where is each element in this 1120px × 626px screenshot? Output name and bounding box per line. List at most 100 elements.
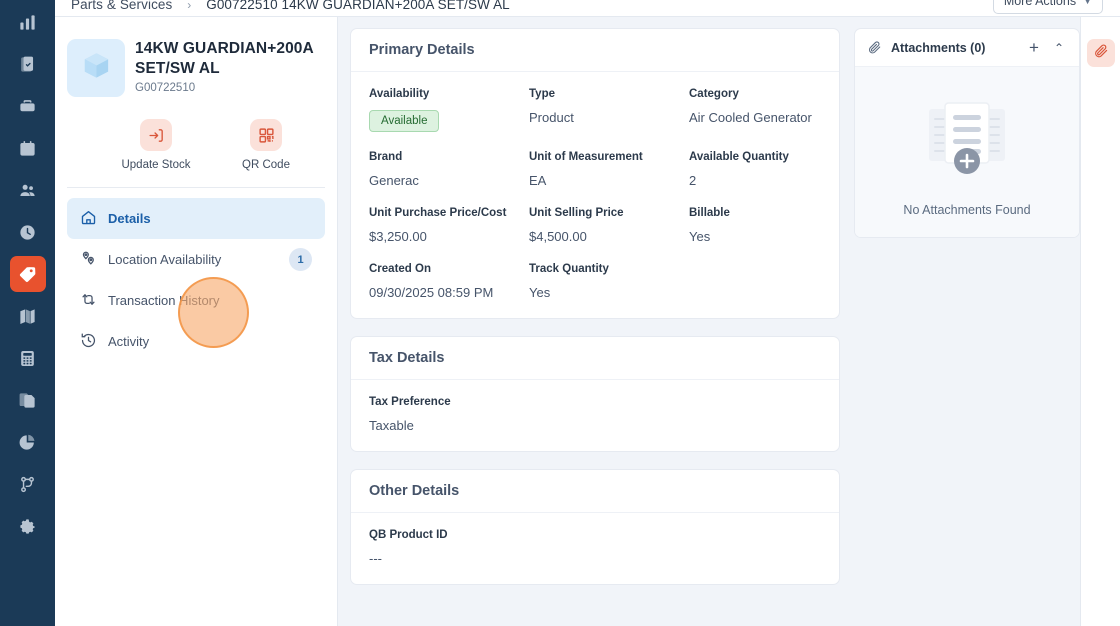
- field-unit-of-measurement: Unit of Measurement EA: [529, 151, 689, 188]
- field-value: Air Cooled Generator: [689, 110, 812, 125]
- history-clock-icon: [80, 332, 97, 352]
- more-actions-button[interactable]: More Actions ▼: [992, 0, 1103, 14]
- field-unit-selling-price: Unit Selling Price $4,500.00: [529, 207, 689, 244]
- rail-item-estimates[interactable]: [10, 340, 46, 376]
- map-icon: [18, 307, 37, 326]
- field-label: QB Product ID: [369, 529, 448, 541]
- attachments-empty-state: No Attachments Found: [855, 67, 1079, 237]
- calendar-icon: [18, 139, 37, 158]
- attachments-title: Attachments (0): [891, 40, 986, 55]
- rail-item-timesheets[interactable]: [10, 214, 46, 250]
- field-row: Availability Available Type Product Cate…: [369, 88, 821, 132]
- gear-icon: [18, 517, 37, 536]
- update-stock-button[interactable]: Update Stock: [121, 119, 191, 171]
- attachments-column: Attachments (0) + ⌃: [854, 17, 1080, 626]
- app-shell: Parts & Services › G00722510 14KW GUARDI…: [55, 0, 1120, 626]
- field-label: Type: [529, 88, 555, 100]
- bar-chart-icon: [18, 13, 37, 32]
- product-sku: G00722510: [135, 82, 196, 94]
- sidebar-item-details[interactable]: Details: [67, 198, 325, 239]
- field-track-quantity: Track Quantity Yes: [529, 263, 689, 300]
- rail-item-jobs[interactable]: [10, 88, 46, 124]
- field-value: 2: [689, 173, 697, 188]
- field-value: Yes: [689, 229, 711, 244]
- rail-item-map[interactable]: [10, 298, 46, 334]
- field-label: Tax Preference: [369, 396, 451, 408]
- sidebar-item-activity-label: Activity: [108, 334, 150, 349]
- qr-code-icon: [250, 119, 282, 151]
- field-label: Brand: [369, 151, 403, 163]
- field-created-on: Created On 09/30/2025 08:59 PM: [369, 263, 529, 300]
- field-row: Unit Purchase Price/Cost $3,250.00 Unit …: [369, 207, 821, 244]
- primary-details-title: Primary Details: [351, 29, 839, 72]
- rail-item-schedule[interactable]: [10, 130, 46, 166]
- field-tax-preference: Tax Preference Taxable: [369, 396, 529, 433]
- rail-item-dashboard[interactable]: [10, 4, 46, 40]
- product-title: 14KW GUARDIAN+200A SET/SW AL: [135, 40, 314, 77]
- field-label: Unit of Measurement: [529, 151, 643, 163]
- paperclip-icon: [1093, 43, 1109, 64]
- field-availability: Availability Available: [369, 88, 529, 132]
- rail-item-reports[interactable]: [10, 424, 46, 460]
- sidebar-item-transaction-history[interactable]: Transaction History: [67, 280, 325, 321]
- breadcrumb-current: G00722510 14KW GUARDIAN+200A SET/SW AL: [206, 0, 510, 12]
- sidebar-divider: [67, 187, 325, 188]
- briefcase-icon: [18, 97, 37, 116]
- users-icon: [18, 181, 37, 200]
- attachments-header: Attachments (0) + ⌃: [855, 29, 1079, 67]
- rail-item-settings[interactable]: [10, 508, 46, 544]
- breadcrumb: Parts & Services › G00722510 14KW GUARDI…: [71, 0, 510, 12]
- home-icon: [80, 209, 97, 229]
- exchange-icon: [80, 291, 97, 311]
- location-availability-badge: 1: [289, 248, 312, 271]
- documents-add-icon: [913, 89, 1021, 197]
- breadcrumb-separator-icon: ›: [187, 0, 192, 12]
- detail-cards-column: Primary Details Availability Available T…: [338, 17, 854, 626]
- field-value: Taxable: [369, 418, 414, 433]
- qr-code-button[interactable]: QR Code: [235, 119, 297, 171]
- other-details-title: Other Details: [351, 470, 839, 513]
- pie-chart-icon: [18, 433, 37, 452]
- product-header: 14KW GUARDIAN+200A SET/SW AL G00722510: [67, 17, 325, 97]
- other-details-body: QB Product ID ---: [351, 513, 839, 584]
- calculator-icon: [18, 349, 37, 368]
- more-actions-label: More Actions: [1003, 0, 1077, 8]
- location-pin-icon: [80, 250, 97, 270]
- sidebar-item-activity[interactable]: Activity: [67, 321, 325, 362]
- status-badge: Available: [369, 110, 440, 132]
- top-bar: Parts & Services › G00722510 14KW GUARDI…: [55, 0, 1120, 17]
- breadcrumb-root[interactable]: Parts & Services: [71, 0, 173, 12]
- sidebar-item-location-availability[interactable]: Location Availability 1: [67, 239, 325, 280]
- rail-item-workflows[interactable]: [10, 466, 46, 502]
- field-value: EA: [529, 173, 547, 188]
- tax-details-card: Tax Details Tax Preference Taxable: [350, 336, 840, 452]
- sidebar-item-location-availability-label: Location Availability: [108, 252, 222, 267]
- field-value: $4,500.00: [529, 229, 587, 244]
- field-label: Availability: [369, 88, 430, 100]
- tag-icon: [18, 265, 37, 284]
- field-category: Category Air Cooled Generator: [689, 88, 849, 132]
- other-details-card: Other Details QB Product ID ---: [350, 469, 840, 585]
- cube-icon: [81, 50, 112, 86]
- workflow-icon: [18, 475, 37, 494]
- chevron-up-icon[interactable]: ⌃: [1053, 40, 1064, 55]
- field-label: Category: [689, 88, 739, 100]
- field-label: Available Quantity: [689, 151, 789, 163]
- update-stock-icon: [140, 119, 172, 151]
- field-label: Track Quantity: [529, 263, 609, 275]
- quick-actions: Update Stock QR Code: [67, 97, 325, 171]
- tax-details-title: Tax Details: [351, 337, 839, 380]
- paperclip-icon: [867, 40, 882, 55]
- add-attachment-button[interactable]: +: [1029, 38, 1039, 57]
- rail-item-documents[interactable]: [10, 382, 46, 418]
- rail-item-parts-services[interactable]: [9, 256, 46, 292]
- field-unit-purchase-price: Unit Purchase Price/Cost $3,250.00: [369, 207, 529, 244]
- attachments-toggle-button[interactable]: [1086, 39, 1115, 67]
- rail-item-customers[interactable]: [10, 172, 46, 208]
- clipboard-check-icon: [18, 55, 37, 74]
- rail-item-tasks[interactable]: [10, 46, 46, 82]
- field-row: Created On 09/30/2025 08:59 PM Track Qua…: [369, 263, 821, 300]
- right-utility-strip: [1080, 17, 1120, 626]
- field-type: Type Product: [529, 88, 689, 132]
